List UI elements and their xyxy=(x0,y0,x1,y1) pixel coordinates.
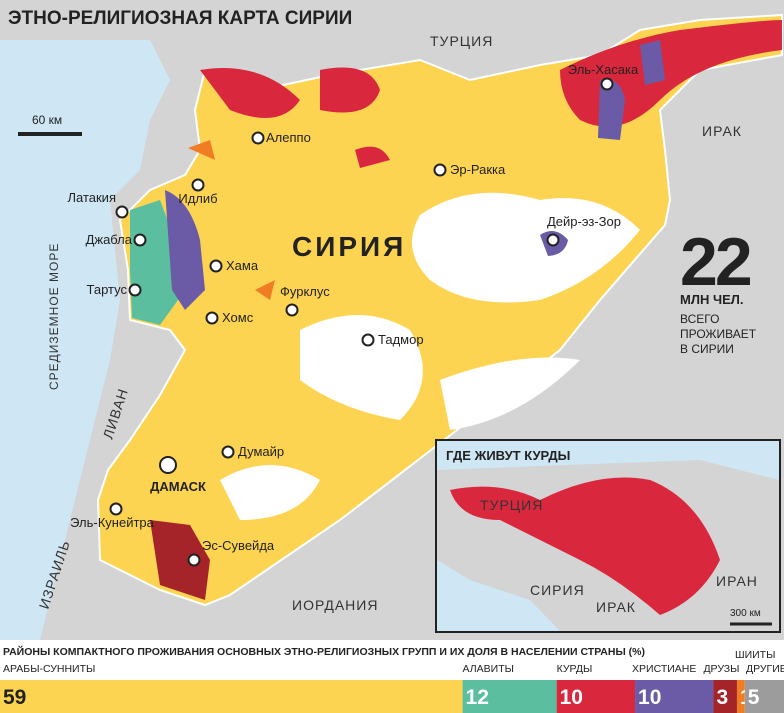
share-value: 3 xyxy=(716,686,728,709)
inset-label: ТУРЦИЯ xyxy=(480,497,543,513)
country-label: ИОРДАНИЯ xyxy=(292,597,378,613)
alawites-area xyxy=(130,200,178,325)
city-label: Эль-Кунейтра xyxy=(70,515,155,530)
country-label: ТУРЦИЯ xyxy=(430,33,493,49)
legend-title: РАЙОНЫ КОМПАКТНОГО ПРОЖИВАНИЯ ОСНОВНЫХ Э… xyxy=(3,645,645,658)
share-name: ХРИСТИАНЕ xyxy=(632,663,696,675)
share-name: АЛАВИТЫ xyxy=(463,663,514,675)
country-name: СИРИЯ xyxy=(292,231,406,262)
city-marker xyxy=(361,333,375,347)
city-marker xyxy=(600,77,614,91)
city-label: Тартус xyxy=(87,282,128,297)
city-label: Эль-Хасака xyxy=(568,62,639,77)
share-name: АРАБЫ-СУННИТЫ xyxy=(3,663,95,675)
city-label: Алеппо xyxy=(266,130,311,145)
city-label: Джабла xyxy=(86,232,133,247)
population-caption: ВСЕГО xyxy=(680,312,719,326)
city-label: Фурклус xyxy=(280,284,330,299)
city-marker xyxy=(433,163,447,177)
inset-title: ГДЕ ЖИВУТ КУРДЫ xyxy=(446,448,570,463)
share-value: 10 xyxy=(638,686,661,709)
city-marker xyxy=(285,303,299,317)
share-segment xyxy=(635,680,714,713)
city-marker xyxy=(205,311,219,325)
christians-area xyxy=(165,190,205,310)
inset-label: ИРАН xyxy=(716,573,758,589)
city-marker xyxy=(115,205,129,219)
city-label: Тадмор xyxy=(378,332,424,347)
kurds-area xyxy=(355,146,390,168)
share-value: 59 xyxy=(3,686,26,709)
city-marker xyxy=(187,553,201,567)
city-marker xyxy=(546,233,560,247)
city-label: Латакия xyxy=(67,190,116,205)
desert xyxy=(412,192,640,303)
city-marker xyxy=(209,259,223,273)
share-segment xyxy=(556,680,636,713)
share-value: 5 xyxy=(748,686,760,709)
inset: ГДЕ ЖИВУТ КУРДЫ ТУРЦИЯ СИРИЯ ИРАК ИРАН 3… xyxy=(435,439,781,633)
share-segment xyxy=(0,680,463,713)
share-name: ШИИТЫ xyxy=(735,649,775,661)
kurds-inset-area xyxy=(450,477,720,615)
city-marker xyxy=(221,445,235,459)
city-marker xyxy=(133,233,147,247)
share-value: 10 xyxy=(560,686,583,709)
city-label: Эс-Сувейда xyxy=(202,538,275,553)
city-label: ДАМАСК xyxy=(150,479,206,494)
christians-area xyxy=(640,40,665,85)
sea-label: СРЕДИЗЕМНОЕ МОРЕ xyxy=(47,243,61,390)
city-label: Хама xyxy=(226,258,259,273)
inset-label: ИРАК xyxy=(596,599,636,615)
city-marker xyxy=(159,456,177,474)
share-segment xyxy=(713,680,737,713)
title: ЭТНО-РЕЛИГИОЗНАЯ КАРТА СИРИИ xyxy=(8,8,352,29)
druze-area xyxy=(150,520,210,600)
christians-area xyxy=(598,79,625,140)
share-segment xyxy=(736,680,745,713)
share-name: ДРУГИЕ xyxy=(746,663,784,675)
share-value: 12 xyxy=(466,686,489,709)
scale-label: 60 км xyxy=(32,113,62,127)
share-name: ДРУЗЫ xyxy=(703,663,739,675)
city-marker xyxy=(128,283,142,297)
kurds-area xyxy=(200,67,380,118)
city-marker xyxy=(251,131,265,145)
city-label: Эр-Ракка xyxy=(450,162,506,177)
share-bar: 59 АРАБЫ-СУННИТЫ 12 АЛАВИТЫ 10 КУРДЫ 10 ХРИСТИА… xyxy=(0,649,784,713)
population-value: 22 xyxy=(680,224,751,300)
population-caption: В СИРИИ xyxy=(680,342,734,356)
inset-scale-label: 300 км xyxy=(730,608,761,619)
city-label: Думайр xyxy=(238,444,284,459)
city-label: Дейр-эз-Зор xyxy=(547,214,621,229)
city-marker xyxy=(191,178,205,192)
inset-label: СИРИЯ xyxy=(530,582,585,598)
country-label: ИРАК xyxy=(702,123,742,139)
population-caption: ПРОЖИВАЕТ xyxy=(680,327,757,341)
sea xyxy=(0,40,170,640)
city-label: Хомс xyxy=(222,310,254,325)
city-label: Идлиб xyxy=(178,191,217,206)
share-name: КУРДЫ xyxy=(557,663,593,675)
population-unit: МЛН ЧЕЛ. xyxy=(680,292,744,307)
share-segment xyxy=(462,680,557,713)
desert xyxy=(220,465,320,520)
cities: Алеппо Идлиб Латакия Джабла Тартус Хама Хомс Фу… xyxy=(67,62,639,567)
desert xyxy=(300,315,423,420)
city-marker xyxy=(109,502,123,516)
share-segment xyxy=(744,680,784,713)
desert xyxy=(440,357,580,430)
